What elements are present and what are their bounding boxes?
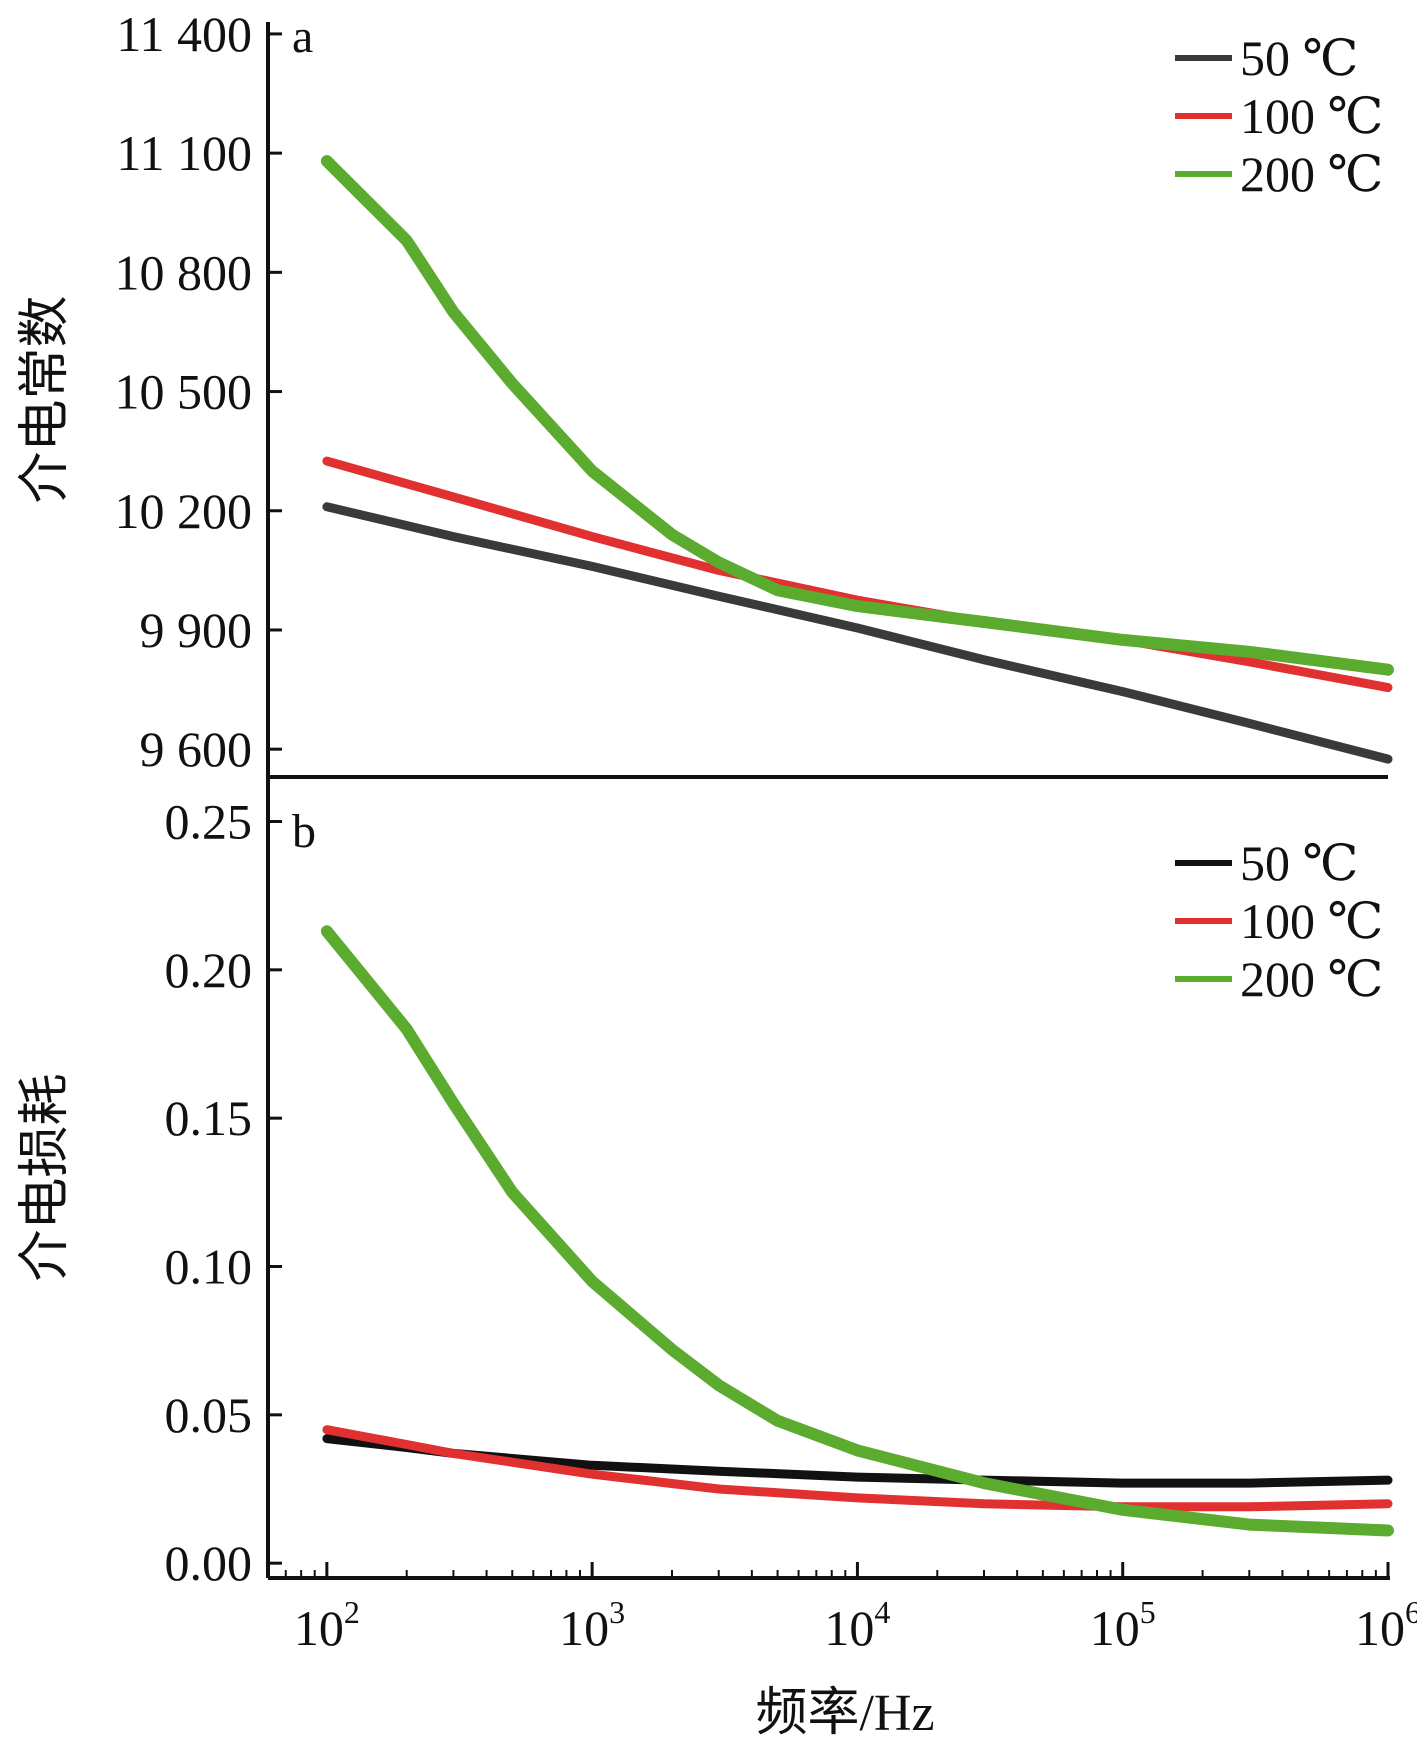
y-axis-title: 介电损耗 — [17, 1073, 74, 1281]
y-tick-label: 10 500 — [115, 364, 253, 420]
x-tick-label: 103 — [559, 1594, 625, 1656]
series-line-2 — [322, 1425, 1393, 1512]
series-line-1 — [322, 502, 1393, 764]
series-line-3 — [320, 925, 1394, 1537]
legend-label-1: 50 ℃ — [1240, 30, 1358, 86]
y-tick-label: 10 800 — [115, 244, 253, 300]
y-tick-label: 9 600 — [140, 721, 253, 777]
y-tick-label: 0.20 — [165, 942, 253, 998]
legend-label-2: 100 ℃ — [1240, 88, 1383, 144]
shared-x-axis: 102 103 104 105 106 — [267, 775, 1417, 1656]
x-tick-label: 106 — [1355, 1594, 1417, 1656]
legend-label-1: 50 ℃ — [1240, 835, 1358, 891]
legend-label-2: 100 ℃ — [1240, 893, 1383, 949]
panel-letter: b — [292, 805, 316, 858]
x-tick-label: 104 — [824, 1594, 890, 1656]
x-tick-label: 105 — [1090, 1594, 1156, 1656]
y-tick-label: 9 900 — [140, 602, 253, 658]
y-tick-label: 0.05 — [165, 1387, 253, 1443]
legend-label-3: 200 ℃ — [1240, 951, 1383, 1007]
legend-label-3: 200 ℃ — [1240, 146, 1383, 202]
y-tick-label: 0.15 — [165, 1090, 253, 1146]
y-axis-title: 介电常数 — [17, 295, 74, 503]
panel-letter: a — [292, 10, 313, 63]
y-tick-label: 11 100 — [116, 125, 252, 181]
y-tick-label: 10 200 — [115, 483, 253, 539]
y-tick-label: 11 400 — [116, 6, 252, 62]
x-tick-label: 102 — [294, 1594, 360, 1656]
y-tick-label: 0.00 — [165, 1535, 253, 1591]
y-tick-label: 0.25 — [165, 794, 253, 850]
x-axis-title: 频率/Hz — [755, 1685, 934, 1742]
series-line-3 — [320, 155, 1394, 676]
y-tick-label: 0.10 — [165, 1239, 253, 1295]
panel-a-dielectric-constant: 9 600 9 900 10 200 10 500 10 800 11 100 11 400… — [17, 6, 1394, 777]
